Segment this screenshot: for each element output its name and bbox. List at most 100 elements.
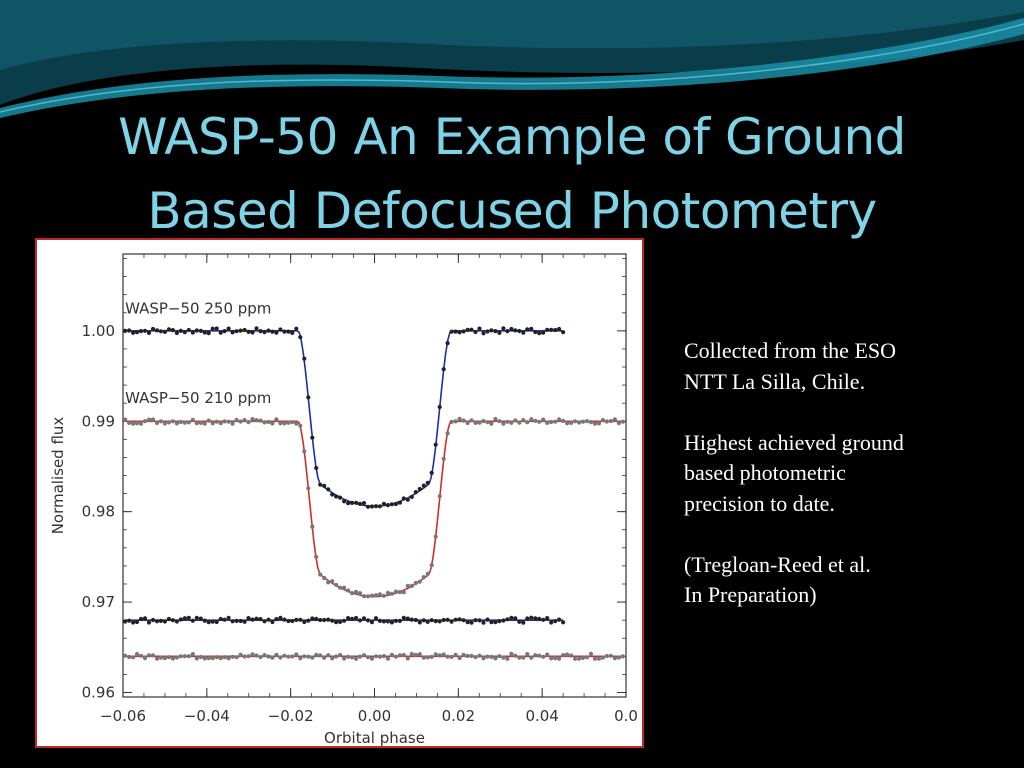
data-point xyxy=(226,615,231,620)
data-point xyxy=(361,653,367,658)
data-point xyxy=(278,655,283,660)
data-point xyxy=(393,618,398,623)
data-point xyxy=(131,330,136,335)
data-point xyxy=(385,503,390,508)
x-tick-label: −0.04 xyxy=(184,707,230,725)
data-point xyxy=(481,620,486,625)
data-point xyxy=(489,328,494,333)
data-point xyxy=(270,421,275,426)
data-point xyxy=(298,335,303,340)
data-point xyxy=(182,654,187,659)
data-point xyxy=(489,620,494,625)
series-lightcurve-1 xyxy=(123,416,626,599)
data-point xyxy=(314,616,319,621)
data-point xyxy=(346,654,351,659)
data-point xyxy=(369,504,375,509)
data-point xyxy=(194,421,199,426)
data-point xyxy=(545,420,550,425)
data-point xyxy=(222,655,227,660)
data-point xyxy=(557,656,562,661)
data-point xyxy=(131,620,136,625)
data-point xyxy=(298,423,303,428)
data-point xyxy=(330,618,335,623)
data-point xyxy=(365,655,371,660)
data-point xyxy=(509,615,514,620)
data-point xyxy=(493,620,498,625)
data-point xyxy=(465,327,470,332)
note-reference: (Tregloan-Reed et al. In Preparation) xyxy=(684,550,1004,611)
data-point xyxy=(537,331,542,336)
x-tick-label: 0.0 xyxy=(614,707,638,725)
data-point xyxy=(525,327,530,332)
data-point xyxy=(449,619,454,624)
data-point xyxy=(421,483,426,488)
data-point xyxy=(250,330,255,335)
data-point xyxy=(385,656,390,661)
data-point xyxy=(302,619,307,625)
note-precision: Highest achieved ground based photometri… xyxy=(684,428,1004,520)
data-point xyxy=(509,420,514,425)
data-point xyxy=(198,654,203,660)
data-point xyxy=(342,499,347,504)
data-point xyxy=(469,327,474,332)
data-point xyxy=(210,656,215,661)
data-point xyxy=(218,616,223,622)
light-curve-chart: −0.06 −0.04 −0.02 0.00 0.02 0.04 0.0 0.96 0.97 0.… xyxy=(49,253,638,746)
data-point xyxy=(154,420,160,426)
data-point xyxy=(166,616,171,622)
data-point xyxy=(592,656,598,661)
data-point xyxy=(561,418,566,423)
data-point xyxy=(182,616,187,621)
data-point xyxy=(604,653,610,659)
data-point xyxy=(561,653,566,658)
data-point xyxy=(381,593,386,598)
data-point xyxy=(254,418,259,423)
data-point xyxy=(485,420,490,425)
data-point xyxy=(377,592,382,597)
data-point xyxy=(409,651,414,657)
data-point xyxy=(131,655,136,660)
data-point xyxy=(553,619,558,624)
data-point xyxy=(425,655,430,660)
data-point xyxy=(405,616,410,621)
data-point xyxy=(334,494,339,499)
data-point xyxy=(449,419,454,424)
data-point xyxy=(501,326,506,331)
data-point xyxy=(170,656,175,661)
data-point xyxy=(294,617,299,622)
model-line xyxy=(125,420,624,598)
data-point xyxy=(198,616,203,621)
data-point xyxy=(405,656,410,661)
data-point xyxy=(314,554,319,559)
data-point xyxy=(421,575,426,580)
data-point xyxy=(553,656,558,661)
data-point xyxy=(433,442,438,447)
data-point xyxy=(242,619,247,624)
data-point xyxy=(541,654,546,659)
data-point xyxy=(485,654,490,659)
data-point xyxy=(142,616,148,621)
data-point xyxy=(377,654,382,659)
data-point xyxy=(338,495,343,500)
data-point xyxy=(154,619,160,624)
data-point xyxy=(298,617,303,622)
data-point xyxy=(501,421,506,426)
data-point xyxy=(565,421,570,426)
data-point xyxy=(294,421,299,426)
data-point xyxy=(421,655,426,660)
data-point xyxy=(373,654,379,659)
data-point xyxy=(600,418,606,423)
data-point xyxy=(517,655,522,660)
data-point xyxy=(425,619,430,624)
data-point xyxy=(584,419,590,424)
data-point xyxy=(457,617,462,622)
data-point xyxy=(274,417,279,422)
data-point xyxy=(334,582,339,587)
data-point xyxy=(246,654,251,659)
data-point xyxy=(413,652,418,657)
data-point xyxy=(278,421,283,426)
data-point xyxy=(286,618,291,624)
data-point xyxy=(206,656,211,661)
data-point xyxy=(226,656,231,661)
data-point xyxy=(270,655,275,660)
